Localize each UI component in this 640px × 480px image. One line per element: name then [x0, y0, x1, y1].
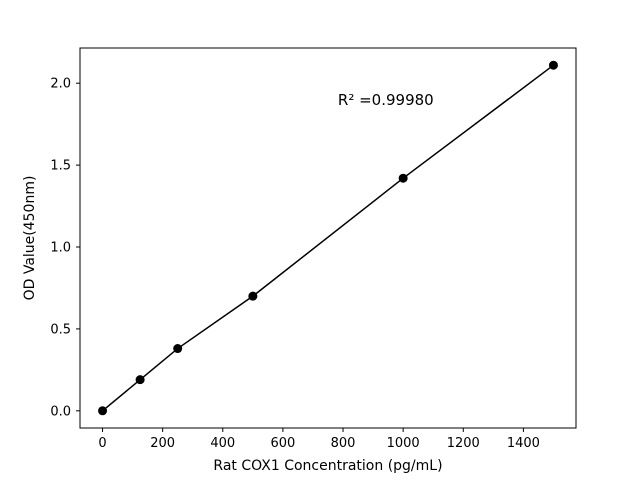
data-point: [248, 291, 258, 301]
x-tick-label: 1400: [507, 436, 540, 451]
y-tick-label: 1.0: [50, 241, 71, 256]
data-point: [135, 375, 145, 385]
x-tick-label: 400: [210, 436, 235, 451]
data-point: [398, 173, 408, 183]
x-axis-label: Rat COX1 Concentration (pg/mL): [213, 458, 442, 474]
y-tick-label: 1.5: [50, 159, 71, 174]
plot-area-border: [79, 47, 577, 429]
r-squared-annotation: R² =0.99980: [338, 91, 434, 109]
y-axis-label: OD Value(450nm): [22, 176, 38, 301]
regression-line: [102, 64, 554, 412]
y-tick-label: 2.0: [50, 77, 71, 92]
x-tick-label: 1000: [387, 436, 420, 451]
y-tick-label: 0.5: [50, 322, 71, 337]
x-tick-label: 800: [331, 436, 356, 451]
x-tick-label: 600: [270, 436, 295, 451]
data-point: [173, 344, 183, 354]
x-tick-label: 200: [150, 436, 175, 451]
data-point: [548, 60, 558, 70]
data-point: [98, 406, 108, 416]
x-tick-label: 1200: [447, 436, 480, 451]
y-tick-label: 0.0: [50, 404, 71, 419]
x-tick-label: 0: [98, 436, 106, 451]
